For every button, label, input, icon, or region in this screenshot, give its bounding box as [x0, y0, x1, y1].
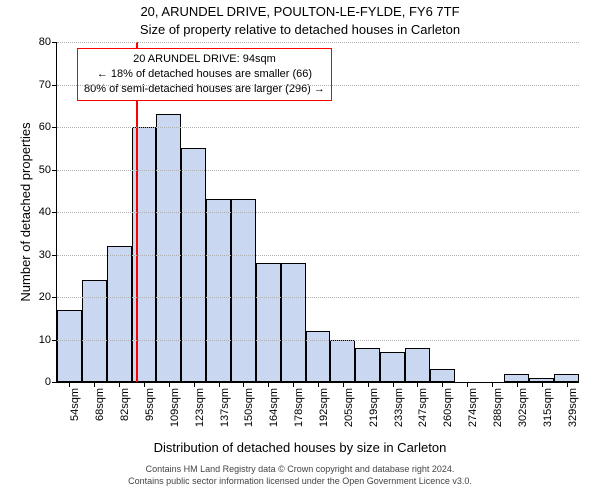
x-tick-mark	[69, 382, 70, 387]
grid-line	[57, 212, 579, 213]
x-tick-label: 260sqm	[442, 388, 454, 427]
histogram-bar	[57, 310, 82, 382]
x-tick-label: 288sqm	[492, 388, 504, 427]
x-tick-mark	[492, 382, 493, 387]
x-tick-mark	[343, 382, 344, 387]
grid-line	[57, 255, 579, 256]
x-tick-label: 274sqm	[467, 388, 479, 427]
y-tick-label: 20	[39, 291, 51, 303]
x-tick-mark	[318, 382, 319, 387]
histogram-bar	[330, 340, 355, 383]
y-tick-mark	[52, 297, 57, 298]
y-tick-mark	[52, 127, 57, 128]
histogram-bar	[206, 199, 231, 382]
x-tick-label: 82sqm	[119, 388, 131, 421]
y-tick-mark	[52, 42, 57, 43]
y-tick-mark	[52, 85, 57, 86]
histogram-bar	[355, 348, 380, 382]
y-tick-mark	[52, 255, 57, 256]
x-tick-mark	[94, 382, 95, 387]
x-tick-mark	[368, 382, 369, 387]
histogram-bar	[405, 348, 430, 382]
y-axis-label: Number of detached properties	[18, 122, 33, 301]
grid-line	[57, 42, 579, 43]
page-title: 20, ARUNDEL DRIVE, POULTON-LE-FYLDE, FY6…	[0, 4, 600, 19]
x-tick-label: 54sqm	[69, 388, 81, 421]
grid-line	[57, 127, 579, 128]
y-tick-label: 70	[39, 79, 51, 91]
x-tick-mark	[567, 382, 568, 387]
annotation-box: 20 ARUNDEL DRIVE: 94sqm← 18% of detached…	[77, 48, 332, 101]
y-tick-mark	[52, 382, 57, 383]
x-tick-mark	[542, 382, 543, 387]
histogram-bar	[504, 374, 529, 383]
x-tick-label: 109sqm	[169, 388, 181, 427]
x-tick-mark	[467, 382, 468, 387]
x-tick-mark	[119, 382, 120, 387]
histogram-bar	[156, 114, 181, 382]
histogram-bar	[380, 352, 405, 382]
footer-line: Contains public sector information licen…	[0, 476, 600, 488]
x-tick-mark	[144, 382, 145, 387]
histogram-bar	[430, 369, 455, 382]
x-tick-label: 137sqm	[219, 388, 231, 427]
plot-area: 20 ARUNDEL DRIVE: 94sqm← 18% of detached…	[56, 42, 579, 383]
x-tick-mark	[442, 382, 443, 387]
chart-container: 20, ARUNDEL DRIVE, POULTON-LE-FYLDE, FY6…	[0, 0, 600, 500]
histogram-bar	[181, 148, 206, 382]
y-tick-label: 60	[39, 121, 51, 133]
y-tick-label: 80	[39, 36, 51, 48]
x-tick-mark	[219, 382, 220, 387]
y-tick-mark	[52, 170, 57, 171]
x-tick-label: 192sqm	[318, 388, 330, 427]
grid-line	[57, 340, 579, 341]
histogram-bar	[82, 280, 107, 382]
footer: Contains HM Land Registry data © Crown c…	[0, 464, 600, 487]
histogram-bar	[554, 374, 579, 383]
y-tick-mark	[52, 340, 57, 341]
x-tick-mark	[194, 382, 195, 387]
footer-line: Contains HM Land Registry data © Crown c…	[0, 464, 600, 476]
x-tick-label: 178sqm	[293, 388, 305, 427]
x-tick-label: 95sqm	[144, 388, 156, 421]
x-tick-label: 205sqm	[343, 388, 355, 427]
x-tick-label: 329sqm	[567, 388, 579, 427]
x-tick-label: 164sqm	[268, 388, 280, 427]
y-tick-label: 10	[39, 334, 51, 346]
x-tick-label: 68sqm	[94, 388, 106, 421]
y-tick-label: 0	[45, 376, 51, 388]
y-tick-mark	[52, 212, 57, 213]
x-tick-mark	[417, 382, 418, 387]
x-tick-label: 123sqm	[194, 388, 206, 427]
x-tick-mark	[169, 382, 170, 387]
x-tick-label: 247sqm	[417, 388, 429, 427]
histogram-bar	[231, 199, 256, 382]
chart-subtitle: Size of property relative to detached ho…	[0, 22, 600, 37]
x-tick-label: 219sqm	[368, 388, 380, 427]
y-tick-label: 50	[39, 164, 51, 176]
grid-line	[57, 297, 579, 298]
x-tick-mark	[293, 382, 294, 387]
histogram-bar	[281, 263, 306, 382]
annotation-line: 20 ARUNDEL DRIVE: 94sqm	[84, 52, 325, 67]
x-tick-mark	[517, 382, 518, 387]
x-tick-label: 315sqm	[542, 388, 554, 427]
annotation-line: ← 18% of detached houses are smaller (66…	[84, 67, 325, 82]
x-tick-label: 150sqm	[243, 388, 255, 427]
x-axis-label: Distribution of detached houses by size …	[0, 440, 600, 455]
x-tick-mark	[393, 382, 394, 387]
x-tick-mark	[243, 382, 244, 387]
y-tick-label: 40	[39, 206, 51, 218]
grid-line	[57, 170, 579, 171]
x-tick-label: 302sqm	[517, 388, 529, 427]
x-tick-label: 233sqm	[393, 388, 405, 427]
grid-line	[57, 85, 579, 86]
y-tick-label: 30	[39, 249, 51, 261]
histogram-bar	[107, 246, 132, 382]
x-tick-mark	[268, 382, 269, 387]
histogram-bar	[256, 263, 281, 382]
